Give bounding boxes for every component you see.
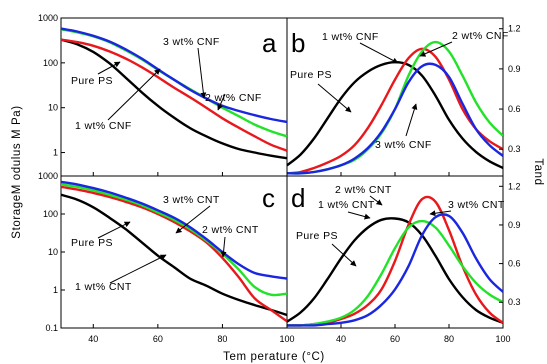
panel-curves-a [61,27,287,160]
series-line-one [287,47,503,175]
annotations: 3 wt% CNF Pure PS 2 wt% CNF 1 wt% CNF 1 wt% … [71,30,509,293]
annotation-label: 3 wt% CNT [163,194,220,206]
annotation-label: 3 wt% CNF [375,139,432,151]
annotation-arrow [107,68,161,121]
annotation-label: 3 wt% CNF [163,36,220,48]
annotation-arrow [359,42,399,64]
series-line-one [61,185,287,323]
y-axis-label-left: StorageM odulus M Pa) [11,105,23,238]
y-tick-label: 1000 [38,171,58,181]
x-axis-label: Tem perature (°C) [223,351,325,363]
y-tick-label: 0.6 [508,104,521,114]
series-line-two [287,219,503,327]
panel-letter-c: c [262,183,275,213]
annotation-arrow [97,61,121,75]
series-line-pure [61,38,287,160]
annotation-arrow [419,41,453,57]
annotation-arrow [331,243,357,267]
y-tick-label: 0.3 [508,297,521,307]
annotation-label: Pure PS [71,237,113,249]
annotation-label: 3 wt% CNT [448,199,505,211]
y-tick-label: 0.9 [508,64,521,74]
series-line-three [61,27,287,124]
x-tick-label: 80 [217,334,227,344]
x-tick-label: 100 [495,334,510,344]
series-line-pure [61,193,287,317]
series-line-three [287,213,503,327]
panel-curves-c [61,180,287,323]
data-curves [61,27,503,327]
series-line-one [61,38,287,152]
annotation-arrow [175,205,211,234]
y-tick-label: 0.9 [508,220,521,230]
annotation-label: Pure PS [290,69,332,81]
y-tick-label: 0.6 [508,259,521,269]
annotation-arrow [369,195,383,206]
y-tick-label: 10 [48,103,58,113]
x-tick-label: 80 [444,334,454,344]
panel-letter-d: d [291,183,305,213]
x-tick-label: 40 [88,334,98,344]
y-tick-label: 1 [53,285,58,295]
x-tick-label: 40 [336,334,346,344]
annotation-label: Pure PS [71,75,113,87]
annotation-arrow [429,210,452,217]
y-tick-label: 1 [53,148,58,158]
y-tick-label: 100 [43,209,58,219]
x-tick-label: 60 [390,334,400,344]
x-tick-label: 100 [279,334,294,344]
annotation-arrow [217,93,226,111]
annotation-label: 2 wt% CNT [335,184,392,196]
y-axis-label-right: Tand [532,158,544,185]
y-tick-label: 1.2 [508,181,521,191]
series-line-three [61,180,287,280]
annotation-arrow [197,47,207,99]
annotation-arrow [220,236,227,258]
y-tick-label: 10 [48,247,58,257]
y-tick-label: 0.3 [508,144,521,154]
panel-letter-b: b [291,28,305,58]
y-tick-label: 100 [43,58,58,68]
annotation-label: 1 wt% CNT [75,281,132,293]
annotation-label: 1 wt% CNT [318,199,375,211]
series-line-three [287,62,503,175]
annotation-arrow [405,103,418,137]
panel-curves-d [287,195,503,327]
annotation-label: 1 wt% CNF [322,31,379,43]
annotation-label: 1 wt% CNF [75,120,132,132]
annotation-label: Pure PS [296,230,338,242]
annotation-label: 2 wt% CNF [205,92,262,104]
x-tick-label: 60 [153,334,163,344]
y-tick-label: 1000 [38,13,58,23]
annotation-label: 2 wt% CNF [452,30,509,42]
annotation-arrow [109,254,167,284]
y-tick-label: 0.1 [45,323,58,333]
series-line-pure [287,217,503,324]
annotation-arrow [97,221,131,239]
tick-labels: 1000 100 10 1 1.2 0.9 0.6 0.3 1000 100 10 1 0.1 40 60 8… [38,13,521,344]
series-line-two [61,183,287,297]
annotation-label: 2 wt% CNT [202,224,259,236]
annotation-arrow [347,211,371,220]
y-tick-label: 1.2 [508,24,521,34]
panel-letter-a: a [262,28,277,58]
annotation-arrow [317,83,352,113]
